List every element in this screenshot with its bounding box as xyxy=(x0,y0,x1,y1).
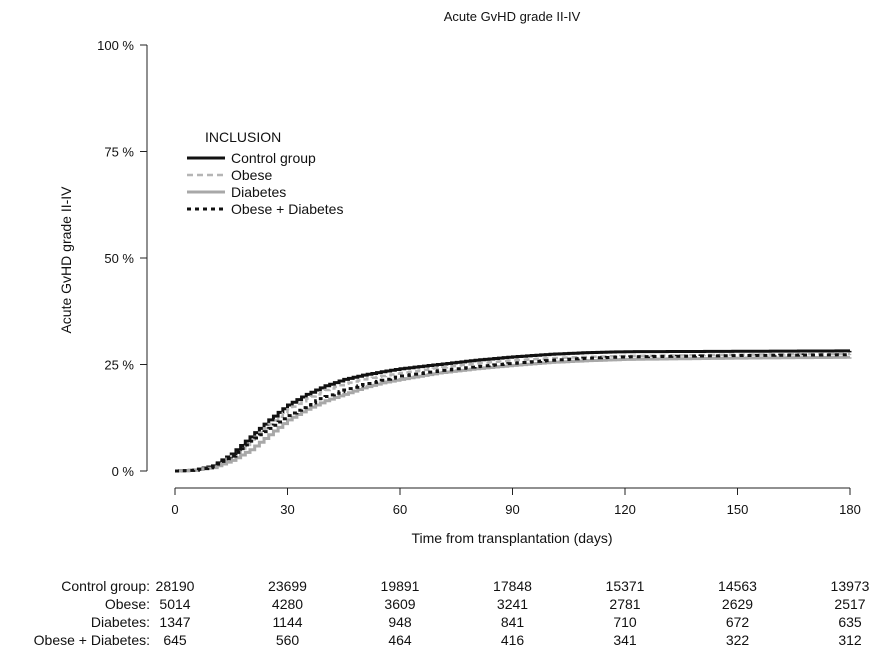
x-tick-label: 180 xyxy=(839,502,861,517)
risk-count: 1347 xyxy=(159,614,190,630)
risk-count: 841 xyxy=(501,614,525,630)
risk-count: 5014 xyxy=(159,596,190,612)
risk-count: 710 xyxy=(613,614,637,630)
risk-row-label: Obese: xyxy=(105,596,150,612)
risk-count: 2517 xyxy=(834,596,865,612)
x-tick-label: 120 xyxy=(614,502,636,517)
x-axis-label: Time from transplantation (days) xyxy=(412,530,613,546)
y-tick-label: 75 % xyxy=(104,145,134,160)
risk-count: 635 xyxy=(838,614,862,630)
legend-label: Obese xyxy=(231,167,272,183)
risk-row-label: Diabetes: xyxy=(91,614,150,630)
risk-count: 15371 xyxy=(606,578,645,594)
y-tick-label: 50 % xyxy=(104,251,134,266)
risk-count: 416 xyxy=(501,632,525,648)
legend: INCLUSION Control groupObeseDiabetesObese… xyxy=(187,129,343,217)
risk-row-label: Control group: xyxy=(61,578,150,594)
risk-count: 2629 xyxy=(722,596,753,612)
x-tick-label: 0 xyxy=(171,502,178,517)
risk-row-label: Obese + Diabetes: xyxy=(34,632,150,648)
y-tick-label: 0 % xyxy=(112,464,135,479)
x-tick-label: 30 xyxy=(280,502,294,517)
risk-count: 13973 xyxy=(831,578,870,594)
risk-table: Control group: 28190 23699 19891 17848 15371 1… xyxy=(34,578,870,648)
risk-count: 672 xyxy=(726,614,750,630)
risk-count: 312 xyxy=(838,632,862,648)
y-tick-label: 100 % xyxy=(97,38,134,53)
x-tick-label: 60 xyxy=(393,502,407,517)
series-line-obese xyxy=(175,352,852,473)
x-tick-label: 90 xyxy=(505,502,519,517)
y-axis-label: Acute GvHD grade II-IV xyxy=(58,186,74,334)
legend-label: Control group xyxy=(231,150,316,166)
risk-count: 23699 xyxy=(268,578,307,594)
risk-count: 2781 xyxy=(609,596,640,612)
legend-title: INCLUSION xyxy=(205,129,281,145)
legend-label: Obese + Diabetes xyxy=(231,201,343,217)
series-lines xyxy=(175,349,852,473)
series-line-control-group xyxy=(175,349,852,473)
risk-count: 28190 xyxy=(156,578,195,594)
risk-count: 1144 xyxy=(272,614,302,630)
risk-count: 3241 xyxy=(497,596,528,612)
risk-count: 4280 xyxy=(272,596,303,612)
axes: 0 % 25 % 50 % 75 % 100 % 0 30 60 90 120 150 180 xyxy=(97,38,861,517)
y-tick-label: 25 % xyxy=(104,358,134,373)
chart-title: Acute GvHD grade II-IV xyxy=(444,9,581,24)
x-tick-label: 150 xyxy=(727,502,749,517)
risk-count: 464 xyxy=(388,632,412,648)
legend-label: Diabetes xyxy=(231,184,286,200)
risk-count: 3609 xyxy=(384,596,415,612)
risk-count: 17848 xyxy=(493,578,532,594)
risk-count: 14563 xyxy=(718,578,757,594)
risk-count: 341 xyxy=(613,632,637,648)
series-line-obese-diabetes xyxy=(175,353,852,473)
risk-count: 560 xyxy=(276,632,300,648)
risk-count: 19891 xyxy=(381,578,420,594)
risk-count: 322 xyxy=(726,632,750,648)
risk-count: 948 xyxy=(388,614,412,630)
risk-count: 645 xyxy=(163,632,187,648)
series-line-diabetes xyxy=(175,355,852,473)
